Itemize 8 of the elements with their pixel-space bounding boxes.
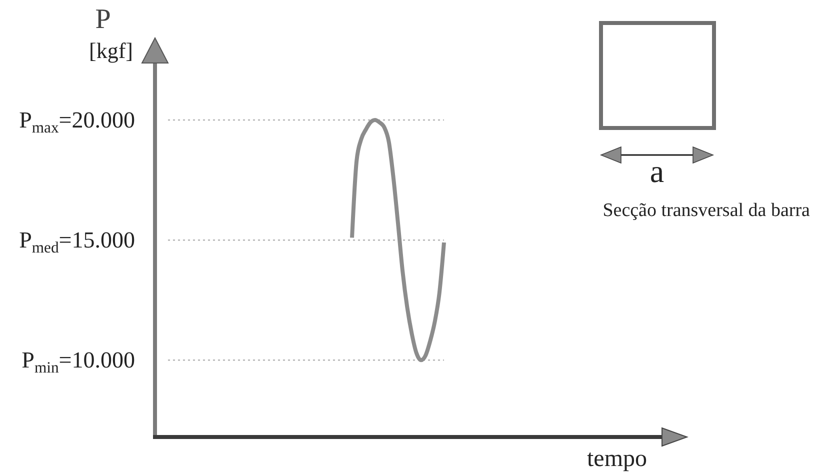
y-tick-label: P$_{min}$=10.000 [22, 348, 135, 376]
text: Secção transversal da barra [602, 200, 811, 221]
text: tempo [587, 446, 647, 472]
line-series [350, 118, 446, 362]
y-tick-label: P$_{max}$=20.000 [19, 107, 135, 136]
y-tick-label: P$_{med}$=15.000 [19, 227, 135, 256]
text: a [650, 153, 664, 189]
y-axis-title: P [kgf] [89, 4, 133, 63]
